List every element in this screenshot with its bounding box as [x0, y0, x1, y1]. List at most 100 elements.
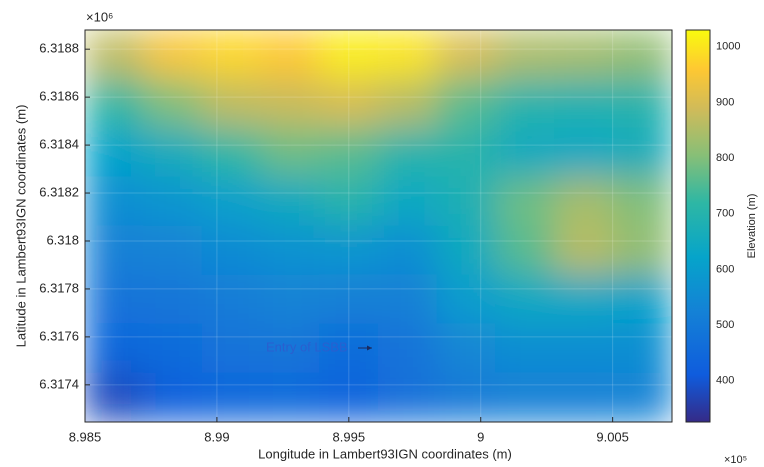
- heat-cell: [143, 323, 204, 374]
- heat-cell: [319, 78, 379, 129]
- heat-cell: [612, 274, 672, 325]
- heat-cell: [143, 225, 204, 276]
- heat-cell: [612, 225, 672, 276]
- colorbar-tick-label: 700: [716, 208, 734, 220]
- heat-cell: [85, 30, 145, 80]
- heat-cell: [436, 323, 497, 374]
- heat-cell: [553, 274, 614, 325]
- heat-cell: [378, 274, 438, 325]
- heat-cell: [436, 225, 497, 276]
- x-axis-label: Longitude in Lambert93IGN coordinates (m…: [258, 446, 512, 461]
- heat-cell: [201, 176, 262, 227]
- y-tick-label: 6.318: [46, 232, 79, 247]
- colorbar-tick-label: 900: [716, 96, 734, 108]
- heat-cell: [495, 323, 556, 374]
- heat-cell: [436, 274, 497, 325]
- heat-cell: [143, 78, 204, 129]
- heat-cell: [436, 78, 497, 129]
- heat-cell: [495, 127, 556, 178]
- heat-cell: [553, 127, 614, 178]
- colorbar-tick-label: 600: [716, 263, 734, 275]
- heat-cell: [143, 372, 204, 422]
- heat-cell: [143, 127, 204, 178]
- y-tick-label: 6.3174: [39, 376, 79, 391]
- heat-cell: [85, 372, 145, 422]
- heat-cell: [495, 30, 556, 80]
- y-axis-label: Latitude in Lambert93IGN coordinates (m): [13, 105, 28, 348]
- colorbar-tick-label: 400: [716, 375, 734, 387]
- heat-cell: [319, 225, 379, 276]
- heat-cell: [612, 372, 672, 422]
- heat-cell: [436, 176, 497, 227]
- colorbar: [685, 29, 711, 423]
- colorbar-tick-label: 500: [716, 319, 734, 331]
- heat-cell: [260, 78, 321, 129]
- colorbar-tick-label: 800: [716, 152, 734, 164]
- y-tick-label: 6.3186: [39, 89, 79, 104]
- heat-cell: [495, 225, 556, 276]
- heat-cell: [436, 372, 497, 422]
- heat-cell: [553, 176, 614, 227]
- heat-cell: [260, 176, 321, 227]
- heat-cell: [378, 372, 438, 422]
- heat-cell: [201, 323, 262, 374]
- heat-cell: [85, 127, 145, 178]
- heat-cell: [553, 78, 614, 129]
- heat-cell: [260, 127, 321, 178]
- heat-cell: [85, 225, 145, 276]
- heat-cell: [201, 30, 262, 80]
- heat-cell: [319, 127, 379, 178]
- heat-cell: [201, 274, 262, 325]
- x-multiplier: ×10⁵: [724, 454, 747, 466]
- heat-cell: [319, 274, 379, 325]
- heat-cell: [553, 323, 614, 374]
- heat-cell: [378, 78, 438, 129]
- heat-cell: [612, 127, 672, 178]
- heat-cell: [201, 127, 262, 178]
- annotation-arrowhead: [367, 345, 372, 351]
- x-tick-label: 9.005: [596, 429, 629, 444]
- heat-cell: [319, 372, 379, 422]
- heat-cell: [612, 323, 672, 374]
- heat-cell: [378, 225, 438, 276]
- colorbar-label: Elevation (m): [746, 194, 758, 259]
- heat-cell: [85, 274, 145, 325]
- heat-cell: [495, 372, 556, 422]
- heat-cell: [260, 30, 321, 80]
- heat-cell: [143, 274, 204, 325]
- heatmap: [85, 30, 672, 422]
- heat-cell: [495, 176, 556, 227]
- y-tick-label: 6.3188: [39, 41, 79, 56]
- heat-cell: [143, 176, 204, 227]
- plot-frame: [84, 29, 673, 423]
- y-tick-label: 6.3182: [39, 184, 79, 199]
- heat-cell: [319, 176, 379, 227]
- y-multiplier: ×10⁶: [86, 9, 113, 24]
- y-tick-label: 6.3184: [39, 137, 79, 152]
- heat-cell: [553, 225, 614, 276]
- heat-cell: [378, 30, 438, 80]
- heat-cell: [260, 274, 321, 325]
- heat-cell: [553, 372, 614, 422]
- heat-cell: [612, 30, 672, 80]
- y-tick-label: 6.3178: [39, 280, 79, 295]
- heat-cell: [319, 30, 379, 80]
- heat-cell: [436, 30, 497, 80]
- heat-cell: [201, 78, 262, 129]
- heat-cell: [612, 176, 672, 227]
- heat-cell: [553, 30, 614, 80]
- y-tick-label: 6.3176: [39, 328, 79, 343]
- colorbar-tick-label: 1000: [716, 41, 740, 53]
- heat-cell: [495, 274, 556, 325]
- heat-cell: [260, 323, 321, 374]
- annotation: Entry of LSBB: [266, 339, 348, 354]
- heat-cell: [436, 127, 497, 178]
- heat-cell: [85, 176, 145, 227]
- heat-cell: [612, 78, 672, 129]
- heat-cell: [378, 176, 438, 227]
- heat-cell: [260, 372, 321, 422]
- heat-cell: [260, 225, 321, 276]
- heat-cell: [201, 225, 262, 276]
- x-tick-label: 8.985: [69, 429, 102, 444]
- heat-cell: [378, 323, 438, 374]
